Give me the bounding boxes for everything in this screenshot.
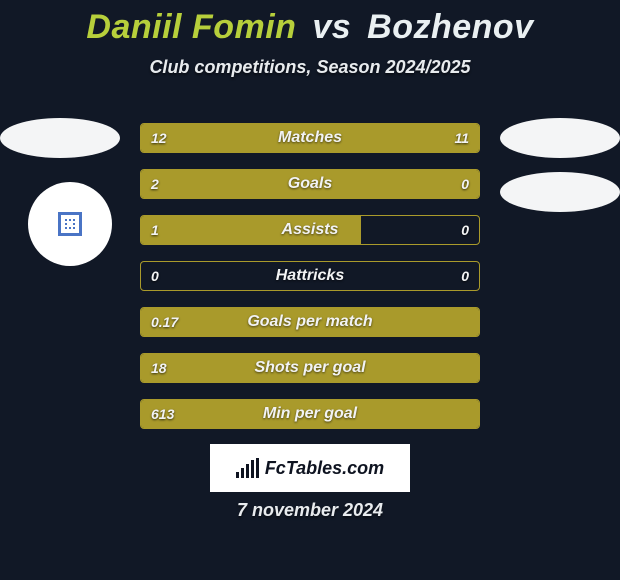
logo-text: FcTables.com <box>265 458 384 479</box>
club-crest-wrap <box>28 182 112 266</box>
stat-row: Goals per match0.17 <box>140 307 480 337</box>
club-crest-icon <box>58 212 82 236</box>
fctables-logo: FcTables.com <box>210 444 410 492</box>
stat-row: Goals20 <box>140 169 480 199</box>
stat-bar-left <box>141 354 479 382</box>
page-title: Daniil Fomin vs Bozhenov <box>0 0 620 47</box>
stat-row: Shots per goal18 <box>140 353 480 383</box>
stat-bar-right <box>401 170 479 198</box>
stat-bar-left <box>141 400 479 428</box>
subtitle-text: Club competitions, Season 2024/2025 <box>0 57 620 78</box>
stat-bar-left <box>141 124 317 152</box>
stat-bar-left <box>141 308 479 336</box>
player2-badge-1 <box>500 118 620 158</box>
stat-row: Hattricks0 0 <box>140 261 480 291</box>
stats-bars: Matches1211Goals20Assists10Hattricks00Go… <box>140 123 480 445</box>
stat-bar-left <box>141 216 361 244</box>
date-text: 7 november 2024 <box>0 500 620 521</box>
vs-text: vs <box>312 8 351 46</box>
stat-value-right: 0 <box>451 262 479 290</box>
stat-label: Hattricks <box>141 262 479 290</box>
player2-name: Bozhenov <box>367 8 533 46</box>
stat-row: Min per goal613 <box>140 399 480 429</box>
player1-badge <box>0 118 120 158</box>
stat-bar-left <box>141 170 401 198</box>
stat-value-left: 0 <box>141 262 169 290</box>
stat-row: Matches1211 <box>140 123 480 153</box>
logo-bars-icon <box>236 458 259 478</box>
stat-value-right: 0 <box>451 216 479 244</box>
player2-badge-2 <box>500 172 620 212</box>
stat-row: Assists10 <box>140 215 480 245</box>
player1-name: Daniil Fomin <box>86 8 296 46</box>
stat-bar-right <box>317 124 479 152</box>
